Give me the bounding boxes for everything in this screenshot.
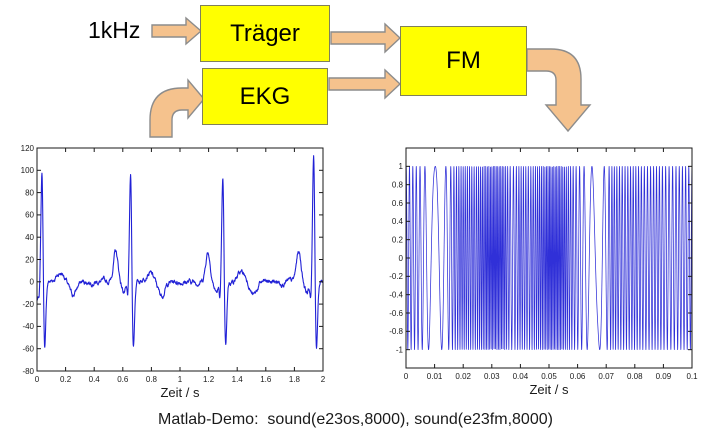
y-tick-label: 0.8 [392,180,404,189]
fm-block-label: FM [446,47,481,74]
x-tick-label: 1.8 [289,375,301,384]
x-tick-label: 2 [321,375,326,384]
x-axis-label: Zeit / s [529,382,569,397]
y-tick-label: -0.6 [389,309,403,318]
y-tick-label: 40 [25,233,34,242]
y-tick-label: 0 [30,278,35,287]
y-tick-label: 80 [25,188,34,197]
y-tick-label: 100 [21,166,35,175]
input-to-traeger-arrow [151,16,203,46]
y-tick-label: -60 [22,345,34,354]
up-into-ekg-arrow [149,78,205,138]
fm-plot: 0 0.01 0.02 0.03 0.04 0.05 0.06 0.07 0.08 0.09 0.1… [389,147,698,397]
ekg-signal-plot-frame [36,147,324,372]
x-tick-label: 0.8 [146,375,158,384]
y-tick-label: -0.2 [389,272,403,281]
x-tick-label: 0.01 [427,372,443,381]
x-tick-label: 0.02 [455,372,471,381]
traeger-block-label: Träger [230,19,300,47]
x-tick-label: 0.08 [627,372,643,381]
y-tick-label: 0 [399,254,404,263]
block-diagram-arrows [149,16,592,138]
y-tick-label: -1 [396,345,404,354]
x-tick-label: 0.04 [513,372,529,381]
y-tick-label: 0.6 [392,199,404,208]
x-axis-label: Zeit / s [160,385,200,400]
x-tick-label: 0.05 [541,372,557,381]
x-tick-label: 0.1 [686,372,698,381]
x-tick-label: 0.2 [60,375,72,384]
x-tick-label: 0 [35,375,40,384]
ekg-to-fm-arrow [328,68,402,100]
y-tick-label: 0.2 [392,235,404,244]
fm-block: FM [400,26,527,96]
ekg-plot: 0 0.2 0.4 0.6 0.8 1 1.2 1.4 1.6 1.8 2 -80 -60 -40 -20 0… [21,144,326,400]
y-tick-label: -0.4 [389,290,403,299]
y-tick-label: -0.8 [389,327,403,336]
y-tick-label: 60 [25,211,34,220]
x-tick-label: 0.4 [89,375,101,384]
x-tick-label: 1.4 [232,375,244,384]
y-tick-label: 0.4 [392,217,404,226]
ekg-block-label: EKG [239,82,291,110]
x-tick-label: 0.6 [117,375,129,384]
x-tick-label: 1.6 [260,375,272,384]
traeger-to-fm-arrow [330,22,402,54]
x-tick-label: 1 [178,375,183,384]
x-tick-label: 0.09 [656,372,672,381]
ekg-block: EKG [202,68,328,125]
x-tick-label: 0.07 [598,372,614,381]
x-tick-label: 0.06 [570,372,586,381]
y-tick-label: 120 [21,144,35,153]
fm-signal-waveform [405,165,693,351]
x-tick-label: 1.2 [203,375,215,384]
matlab-demo-caption: Matlab-Demo: sound(e23os,8000), sound(e2… [158,411,553,428]
x-tick-label: 0.03 [484,372,500,381]
y-tick-label: 20 [25,255,34,264]
traeger-block: Träger [200,5,330,62]
fm-output-down-arrow [526,48,592,133]
input-frequency-label: 1kHz [88,17,141,43]
y-tick-label: -80 [22,367,34,376]
x-tick-label: 0 [404,372,409,381]
y-tick-label: -20 [22,300,34,309]
ekg-signal-waveform [36,155,324,349]
y-tick-label: -40 [22,322,34,331]
y-tick-label: 1 [399,162,404,171]
